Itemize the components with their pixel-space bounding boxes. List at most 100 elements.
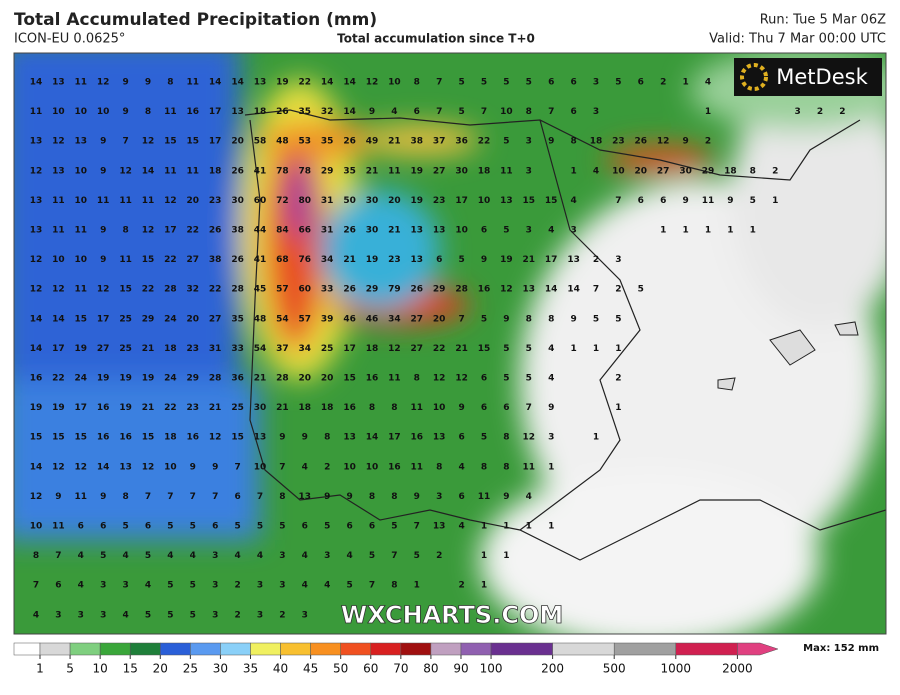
precip-label: 3: [302, 610, 308, 620]
precip-label: 23: [433, 196, 446, 206]
precip-label: 35: [299, 107, 312, 117]
colorbar-label: 5: [66, 662, 74, 676]
precip-label: 4: [526, 492, 532, 502]
colorbar-band: [737, 642, 779, 656]
precip-label: 34: [299, 344, 312, 354]
precip-label: 31: [321, 226, 334, 236]
precip-label: 13: [52, 78, 65, 88]
precip-label: 31: [209, 344, 222, 354]
precip-label: 6: [481, 226, 487, 236]
precip-label: 5: [750, 196, 756, 206]
precip-label: 9: [145, 78, 151, 88]
precip-label: 1: [705, 107, 711, 117]
precip-label: 11: [500, 166, 513, 176]
precip-label: 13: [433, 433, 446, 443]
precip-label: 16: [97, 433, 110, 443]
precip-label: 27: [97, 344, 110, 354]
precip-label: 6: [481, 403, 487, 413]
precip-label: 15: [523, 196, 536, 206]
precip-label: 19: [411, 196, 424, 206]
precip-label: 18: [254, 107, 267, 117]
precip-label: 4: [458, 522, 464, 532]
precip-label: 13: [500, 196, 513, 206]
precip-label: 3: [593, 78, 599, 88]
precip-label: 57: [299, 314, 312, 324]
precip-label: 5: [526, 78, 532, 88]
precip-label: 11: [164, 166, 177, 176]
precip-label: 26: [209, 226, 222, 236]
precip-label: 3: [55, 610, 61, 620]
precip-label: 8: [167, 78, 173, 88]
precip-label: 4: [302, 581, 308, 591]
precip-label: 1: [548, 522, 554, 532]
precip-label: 5: [526, 374, 532, 384]
precip-label: 21: [388, 226, 401, 236]
precip-label: 12: [30, 285, 43, 295]
precip-label: 9: [279, 433, 285, 443]
precip-label: 58: [254, 137, 267, 147]
precip-label: 14: [30, 462, 43, 472]
colorbar-band: [39, 642, 71, 656]
precip-label: 29: [142, 314, 155, 324]
precip-label: 32: [321, 107, 334, 117]
precip-label: 15: [164, 137, 177, 147]
precip-label: 20: [187, 314, 200, 324]
precip-label: 25: [321, 344, 334, 354]
precip-label: 35: [321, 137, 334, 147]
precip-label: 3: [257, 581, 263, 591]
precip-label: 7: [481, 107, 487, 117]
precip-label: 15: [30, 433, 43, 443]
precip-label: 14: [366, 433, 379, 443]
precip-label: 20: [388, 196, 401, 206]
precip-label: 6: [55, 581, 61, 591]
precip-label: 7: [167, 492, 173, 502]
precip-label: 33: [321, 285, 334, 295]
precip-label: 12: [142, 226, 155, 236]
precip-label: 34: [388, 314, 401, 324]
precip-label: 10: [343, 462, 356, 472]
precip-label: 5: [145, 610, 151, 620]
precip-label: 12: [142, 137, 155, 147]
precip-label: 1: [772, 196, 778, 206]
precip-label: 17: [75, 403, 88, 413]
precip-label: 1: [660, 226, 666, 236]
precip-label: 12: [119, 166, 132, 176]
precip-label: 26: [635, 137, 648, 147]
precip-label: 11: [478, 492, 491, 502]
precip-label: 18: [321, 403, 334, 413]
precip-label: 4: [234, 551, 240, 561]
precip-label: 9: [100, 166, 106, 176]
precip-label: 9: [212, 462, 218, 472]
precip-label: 13: [433, 226, 446, 236]
precip-label: 23: [187, 344, 200, 354]
precip-label: 15: [52, 433, 65, 443]
precip-label: 12: [366, 78, 379, 88]
precip-label: 11: [411, 403, 424, 413]
precip-label: 4: [705, 78, 711, 88]
precip-label: 12: [500, 285, 513, 295]
precip-label: 6: [458, 492, 464, 502]
precip-label: 1: [727, 226, 733, 236]
precip-label: 27: [411, 314, 424, 324]
precip-label: 28: [231, 285, 244, 295]
precip-label: 7: [212, 492, 218, 502]
precip-label: 9: [682, 196, 688, 206]
precip-label: 13: [30, 137, 43, 147]
precip-label: 66: [299, 226, 312, 236]
precip-label: 27: [657, 166, 670, 176]
precip-label: 22: [187, 226, 200, 236]
precip-label: 6: [145, 522, 151, 532]
colorbar-label: 60: [363, 662, 378, 676]
precip-label: 9: [122, 78, 128, 88]
precip-label: 17: [545, 255, 558, 265]
precip-label: 4: [570, 196, 576, 206]
colorbar-band: [675, 642, 738, 656]
precip-label: 4: [122, 551, 128, 561]
precip-label: 4: [257, 551, 263, 561]
precip-label: 5: [458, 255, 464, 265]
precip-label: 8: [526, 107, 532, 117]
precip-label: 14: [142, 166, 155, 176]
precip-label: 16: [343, 403, 356, 413]
precip-label: 4: [122, 610, 128, 620]
